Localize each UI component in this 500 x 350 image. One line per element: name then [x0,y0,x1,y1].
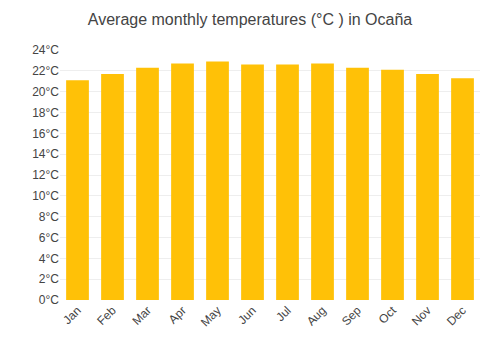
svg-text:18°C: 18°C [32,106,59,120]
svg-text:16°C: 16°C [32,127,59,141]
svg-text:Feb: Feb [94,303,119,328]
svg-text:Jan: Jan [60,303,84,327]
svg-text:Jul: Jul [273,303,294,324]
svg-text:10°C: 10°C [32,189,59,203]
svg-text:22°C: 22°C [32,64,59,78]
svg-text:Average monthly temperatures (: Average monthly temperatures (°C ) in Oc… [88,11,413,28]
svg-text:Sep: Sep [339,303,364,328]
svg-text:Oct: Oct [376,303,400,327]
svg-text:4°C: 4°C [39,252,59,266]
svg-text:Aug: Aug [304,303,329,328]
svg-text:12°C: 12°C [32,168,59,182]
svg-text:Nov: Nov [409,303,434,328]
svg-text:14°C: 14°C [32,147,59,161]
svg-text:Apr: Apr [166,303,189,326]
svg-text:Mar: Mar [129,303,154,328]
svg-text:20°C: 20°C [32,85,59,99]
svg-text:Dec: Dec [444,303,469,328]
svg-text:6°C: 6°C [39,231,59,245]
svg-text:8°C: 8°C [39,210,59,224]
svg-text:May: May [198,303,224,329]
svg-text:2°C: 2°C [39,272,59,286]
svg-text:0°C: 0°C [39,293,59,307]
svg-text:24°C: 24°C [32,43,59,57]
svg-text:Jun: Jun [235,303,259,327]
